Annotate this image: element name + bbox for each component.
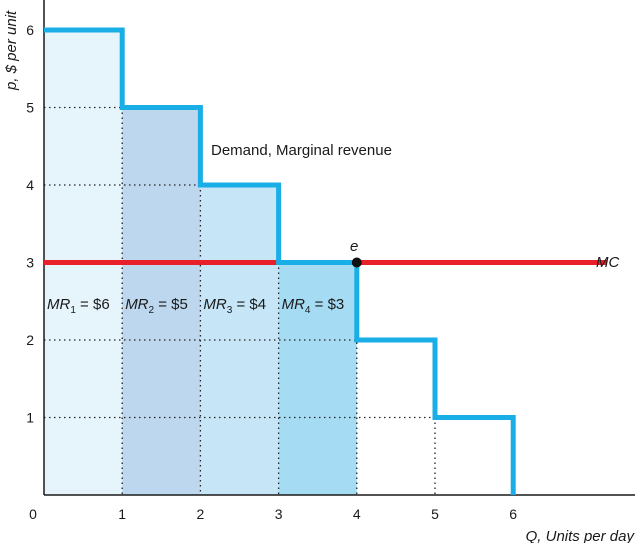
x-tick-1: 1 (118, 506, 126, 522)
mr-label-3: MR3 = $4 (203, 296, 266, 316)
y-axis-label: p, $ per unit (3, 10, 20, 91)
mr-area-2 (122, 107, 201, 495)
reference-lines (44, 106, 436, 495)
mc-label: MC (596, 254, 619, 271)
mr-label-4: MR4 = $3 (282, 296, 345, 316)
series-lines (44, 27, 608, 495)
mr-label-1: MR1 = $6 (47, 296, 110, 316)
mr-label-2: MR2 = $5 (125, 296, 188, 316)
axes (43, 0, 635, 496)
demand-mr-step-line (44, 27, 516, 495)
x-tick-labels: 0 1 2 3 4 5 6 (29, 506, 517, 522)
point-e (351, 257, 362, 268)
mr-area-4 (278, 262, 357, 495)
y-tick-1: 1 (26, 410, 34, 426)
x-tick-6: 6 (509, 506, 517, 522)
x-tick-4: 4 (353, 506, 361, 522)
x-tick-3: 3 (275, 506, 283, 522)
mr-labels: MR1 = $6 MR2 = $5 MR3 = $4 MR4 = $3 (47, 296, 344, 316)
demand-label: Demand, Marginal revenue (211, 142, 392, 159)
y-tick-4: 4 (26, 177, 34, 193)
x-axis-label: Q, Units per day (526, 528, 635, 543)
x-tick-2: 2 (197, 506, 205, 522)
y-tick-5: 5 (26, 100, 34, 116)
y-tick-labels: 1 2 3 4 5 6 (26, 22, 34, 426)
y-tick-6: 6 (26, 22, 34, 38)
x-tick-5: 5 (431, 506, 439, 522)
y-tick-3: 3 (26, 255, 34, 271)
point-e-label: e (350, 238, 358, 255)
y-tick-2: 2 (26, 332, 34, 348)
x-tick-0: 0 (29, 506, 37, 522)
